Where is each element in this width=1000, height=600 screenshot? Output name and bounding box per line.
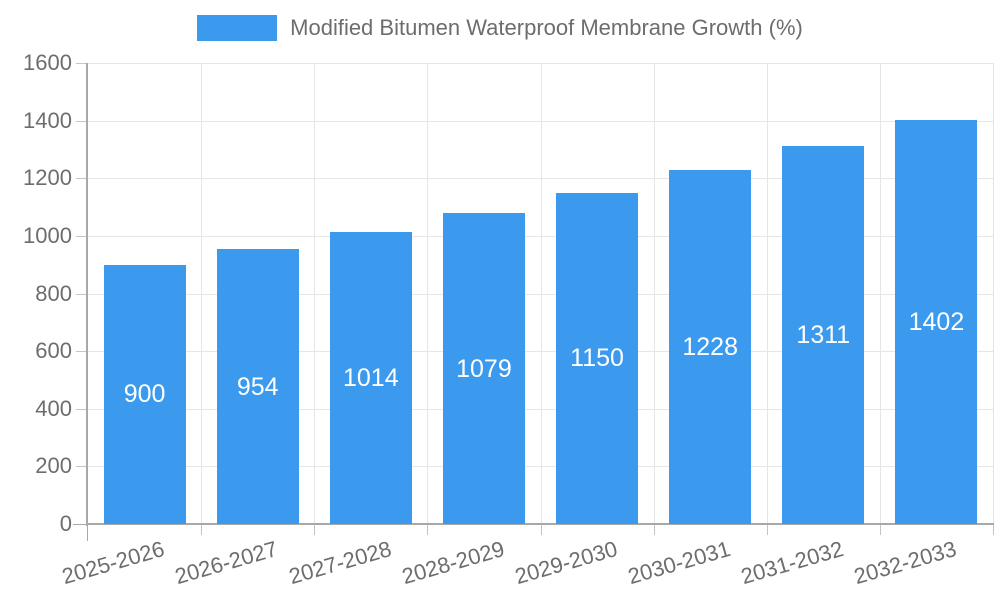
x-gridline: [653, 63, 655, 524]
x-axis-line: [86, 523, 994, 525]
y-tick-mark: [73, 524, 86, 525]
x-axis-tick-label: 2026-2027: [172, 536, 281, 590]
x-axis-tick-label: 2029-2030: [511, 536, 620, 590]
legend-item-membrane-growth[interactable]: Modified Bitumen Waterproof Membrane Gro…: [197, 15, 803, 41]
y-tick-mark: [76, 235, 86, 237]
y-axis-tick-label: 200: [35, 453, 72, 479]
bar-2032-2033[interactable]: [895, 120, 978, 524]
y-axis-tick-label: 1400: [23, 107, 72, 133]
x-gridline: [427, 63, 429, 524]
bar-value-label: 1079: [456, 354, 512, 383]
bar-value-label: 1228: [682, 333, 738, 362]
x-axis-tick-label: 2028-2029: [398, 536, 507, 590]
x-axis-tick-label: 2030-2031: [625, 536, 734, 590]
x-gridline: [993, 63, 994, 524]
y-axis-tick-label: 1600: [23, 50, 72, 75]
y-tick-mark: [76, 63, 86, 64]
bar-value-label: 1311: [796, 321, 851, 350]
y-tick-mark: [76, 466, 86, 468]
plot-area: 0 200 400 600 800 1000 1200 1400 1600 900 2025-202…: [23, 50, 994, 589]
x-tick-mark: [879, 525, 881, 535]
x-axis-tick-label: 2027-2028: [285, 536, 394, 590]
x-axis-tick-label: 2025-2026: [59, 536, 168, 590]
x-gridline: [540, 63, 542, 524]
y-axis-line: [86, 63, 88, 526]
x-gridline: [766, 63, 768, 524]
chart-legend: Modified Bitumen Waterproof Membrane Gro…: [0, 15, 1000, 41]
bar-2031-2032[interactable]: [782, 146, 865, 524]
y-axis-tick-label: 800: [35, 280, 72, 306]
bar-value-label: 954: [236, 372, 279, 401]
bar-2028-2029[interactable]: [442, 213, 525, 524]
x-tick-mark: [653, 525, 655, 535]
bar-2029-2030[interactable]: [556, 192, 639, 524]
bar-2025-2026[interactable]: [103, 264, 186, 524]
legend-color-swatch-icon: [197, 15, 278, 41]
y-tick-mark: [76, 178, 86, 180]
y-axis-tick-label: 1200: [23, 165, 72, 191]
y-tick-mark: [76, 351, 86, 353]
x-tick-mark: [427, 525, 429, 535]
y-axis-tick-label: 0: [59, 511, 72, 536]
bar-value-label: 1014: [343, 363, 399, 392]
x-gridline: [201, 63, 203, 524]
x-tick-mark: [540, 525, 542, 535]
bar-value-label: 900: [123, 380, 166, 409]
y-axis-tick-label: 1000: [23, 222, 72, 248]
y-axis-tick-label: 600: [35, 338, 72, 364]
bar-value-label: 1402: [908, 308, 965, 337]
bar-2026-2027[interactable]: [216, 249, 299, 524]
x-axis-tick-label: 2031-2032: [738, 536, 847, 590]
bar-2030-2031[interactable]: [669, 170, 752, 524]
x-tick-mark: [87, 525, 88, 541]
x-tick-mark: [314, 525, 316, 535]
legend-label: Modified Bitumen Waterproof Membrane Gro…: [290, 15, 803, 40]
bar-value-label: 1150: [570, 344, 624, 373]
x-tick-mark: [766, 525, 768, 535]
x-tick-mark: [993, 525, 994, 535]
y-tick-mark: [76, 408, 86, 410]
x-tick-mark: [201, 525, 203, 535]
y-tick-mark: [76, 293, 86, 295]
y-axis-tick-label: 400: [35, 395, 72, 421]
y-tick-mark: [76, 120, 86, 122]
x-gridline: [314, 63, 316, 524]
x-axis-tick-label: 2032-2033: [851, 536, 960, 590]
bar-2027-2028[interactable]: [329, 231, 412, 524]
x-gridline: [879, 63, 881, 524]
